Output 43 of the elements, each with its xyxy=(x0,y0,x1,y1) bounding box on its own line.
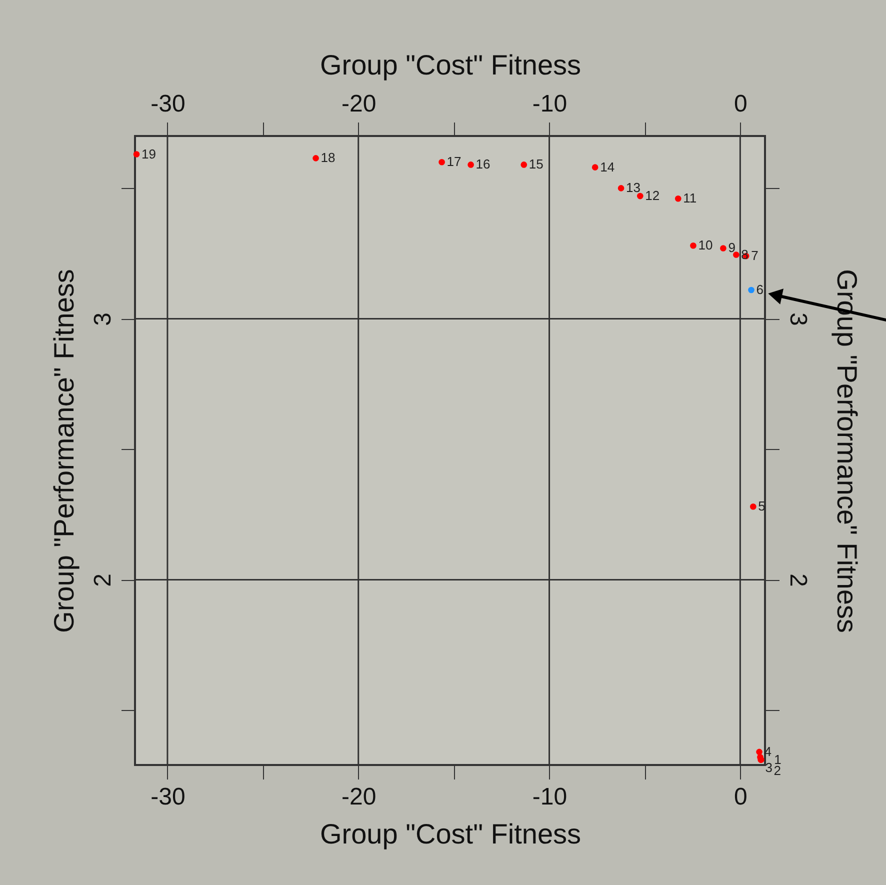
series-label: 9 xyxy=(728,240,736,256)
point xyxy=(636,192,644,200)
x-axis-title: Group "Cost" Fitness xyxy=(320,818,582,850)
point xyxy=(756,748,762,756)
x2-tick-label: -10 xyxy=(532,90,568,118)
series-label: 7 xyxy=(751,248,758,264)
series-label: 19 xyxy=(142,146,156,162)
y-axis-title: Group "Performance" Fitness xyxy=(48,269,80,633)
point xyxy=(312,155,319,162)
point xyxy=(618,185,624,192)
x2-axis-title: Group "Cost" Fitness xyxy=(320,50,582,80)
x-tick-label: -10 xyxy=(532,784,568,810)
series-label: 18 xyxy=(320,150,336,166)
point xyxy=(133,151,140,158)
series-label: 11 xyxy=(683,190,697,206)
series-label: 13 xyxy=(626,180,641,196)
x2-tick-label: -30 xyxy=(150,90,186,118)
x-tick-label: -30 xyxy=(150,784,186,810)
y2-tick-label: 2 xyxy=(784,574,812,587)
point xyxy=(750,503,756,510)
series-label: 17 xyxy=(446,154,462,170)
point xyxy=(733,252,740,258)
series-label: 12 xyxy=(645,188,660,204)
series-label: 10 xyxy=(698,238,713,253)
x2-tick-label: -20 xyxy=(342,90,376,118)
series-label: 14 xyxy=(600,159,615,174)
series-label: 3 xyxy=(765,760,772,776)
point xyxy=(690,242,696,249)
series-label: 16 xyxy=(476,156,490,172)
point xyxy=(748,286,754,294)
x2-tick-label: 0 xyxy=(734,90,748,118)
point xyxy=(468,162,474,168)
x-tick-label: -20 xyxy=(342,784,376,810)
point xyxy=(592,164,598,170)
y2-tick-label: 3 xyxy=(784,312,812,326)
y2-axis-title: Group "Performance" Fitness xyxy=(832,269,862,633)
point xyxy=(520,162,528,168)
x-tick-label: 0 xyxy=(734,784,748,810)
series-label: 15 xyxy=(528,156,544,172)
point xyxy=(438,158,445,166)
series-label: 6 xyxy=(756,282,764,297)
point xyxy=(674,195,682,202)
point xyxy=(720,245,726,252)
